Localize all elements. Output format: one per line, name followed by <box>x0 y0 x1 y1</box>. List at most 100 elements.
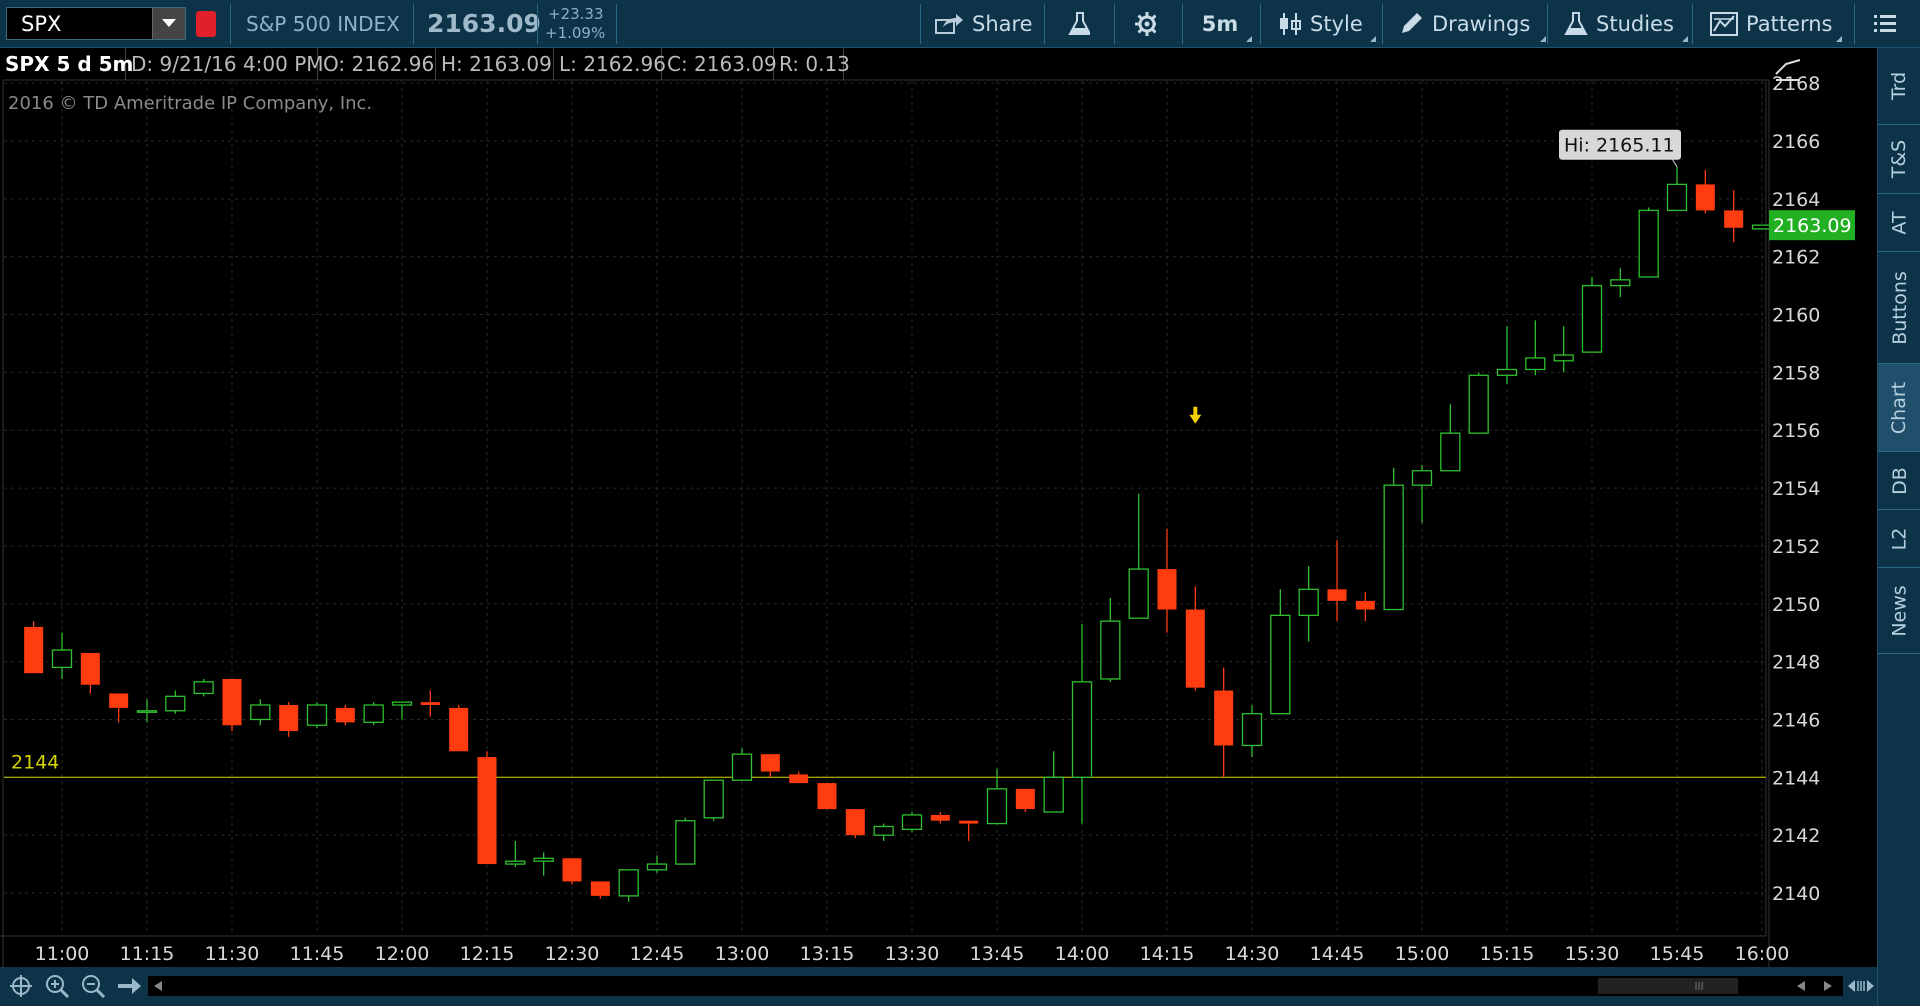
share-button[interactable]: Share <box>934 0 1034 48</box>
candle-body <box>391 701 413 706</box>
toolbar-divider <box>1044 4 1045 44</box>
candle-body <box>306 704 328 726</box>
tab-db[interactable]: DB <box>1878 452 1920 510</box>
bottom-bar <box>0 967 1877 1006</box>
tab-trd[interactable]: Trd <box>1878 48 1920 125</box>
x-tick-label: 14:45 <box>1310 943 1365 965</box>
last-price-tag-label: 2163.09 <box>1773 215 1852 237</box>
candle-body <box>420 702 440 705</box>
alert-badge[interactable] <box>196 11 216 37</box>
y-tick-label: 2160 <box>1772 305 1820 327</box>
tab-label: L2 <box>1888 527 1911 550</box>
candle-body <box>1043 776 1064 813</box>
y-tick-label: 2146 <box>1772 709 1820 731</box>
candle-body <box>533 857 554 862</box>
candle-body <box>646 863 668 871</box>
settings-button[interactable] <box>1134 0 1164 48</box>
last-price-tag <box>1769 210 1855 241</box>
y-tick-label: 2168 <box>1772 73 1820 95</box>
crosshair-button[interactable] <box>8 973 34 999</box>
candle-body <box>1241 713 1263 747</box>
candle-body <box>618 869 639 897</box>
high-label: Hi: 2165.11 <box>1564 135 1675 157</box>
tab-news[interactable]: News <box>1878 568 1920 654</box>
symbol-input[interactable]: SPX <box>6 7 186 40</box>
chart-scrollbar[interactable] <box>148 976 1843 996</box>
tab-label: T&S <box>1888 139 1911 179</box>
grip-icon <box>1695 982 1703 990</box>
gear-icon <box>1135 12 1156 36</box>
candle-body <box>986 788 1008 825</box>
tab-chart[interactable]: Chart <box>1878 364 1920 452</box>
scroll-right-arrow[interactable] <box>1820 978 1836 994</box>
tab-l2[interactable]: L2 <box>1878 510 1920 568</box>
expand-arrows-icon <box>1848 980 1874 992</box>
tab-at[interactable]: AT <box>1878 194 1920 252</box>
zoom-in-button[interactable] <box>44 973 70 999</box>
candle-body <box>760 754 780 772</box>
triangle-right-icon <box>1824 981 1832 991</box>
style-button[interactable]: Style <box>1278 0 1378 48</box>
x-tick-label: 11:45 <box>290 943 345 965</box>
candle-body <box>1440 432 1461 472</box>
symbol-dropdown-button[interactable] <box>152 8 185 39</box>
candle-body <box>1214 690 1234 746</box>
candle-body <box>1581 284 1603 353</box>
tab-label: AT <box>1888 210 1911 235</box>
tab-buttons[interactable]: Buttons <box>1878 252 1920 364</box>
patterns-button[interactable]: Patterns <box>1710 0 1844 48</box>
flask-button[interactable] <box>1068 0 1098 48</box>
candle-body <box>1610 279 1631 287</box>
expression-icon[interactable] <box>1775 59 1801 81</box>
price-chart[interactable]: 2140 2142 2144 2146 2148 2150 2152 2154 2156 2158… <box>0 48 1877 967</box>
chart-symbol-period[interactable]: SPX 5 d 5m <box>0 48 133 80</box>
candle-body <box>1411 470 1433 486</box>
bar-date: D: 9/21/16 4:00 PM <box>126 48 324 80</box>
toolbar-divider <box>1547 4 1548 44</box>
candle-body <box>1157 569 1177 610</box>
candle-body <box>250 704 271 721</box>
copyright-text: 2016 © TD Ameritrade IP Company, Inc. <box>8 93 373 114</box>
scroll-left-arrow[interactable] <box>1793 978 1809 994</box>
candle-body <box>51 649 73 669</box>
timeframe-label: 5m <box>1201 12 1239 36</box>
candle-body <box>1666 183 1688 212</box>
y-tick-label: 2158 <box>1772 362 1820 384</box>
x-tick-label: 12:30 <box>545 943 600 965</box>
flask-icon <box>1564 12 1588 35</box>
expand-button[interactable] <box>1848 976 1874 1000</box>
candle-body <box>703 779 724 819</box>
bar-open: O: 2162.96 <box>318 48 436 80</box>
tab-label: Trd <box>1888 71 1911 101</box>
x-tick-label: 13:30 <box>885 943 940 965</box>
candle-body <box>193 681 214 695</box>
tab-time-and-sales[interactable]: T&S <box>1878 125 1920 194</box>
y-tick-label: 2140 <box>1772 883 1820 905</box>
candle-body <box>24 626 44 674</box>
scroll-thumb[interactable] <box>1598 978 1738 994</box>
x-tick-label: 12:15 <box>460 943 515 965</box>
bar-close: C: 2163.09 <box>662 48 777 80</box>
candle-body <box>109 693 129 708</box>
bar-range: R: 0.13 <box>774 48 850 80</box>
y-tick-label: 2148 <box>1772 652 1820 674</box>
y-tick-label: 2144 <box>1772 767 1820 789</box>
candle-body <box>136 710 158 713</box>
plot-frame <box>2 79 1770 967</box>
scroll-right-button[interactable] <box>116 973 142 999</box>
chevron-down-icon <box>162 19 176 27</box>
timeframe-button[interactable]: 5m <box>1186 0 1254 48</box>
y-tick-label: 2154 <box>1772 478 1820 500</box>
scroll-left-arrow[interactable] <box>150 978 166 994</box>
toolbar-divider <box>1854 4 1855 44</box>
menu-button[interactable] <box>1874 0 1904 48</box>
toolbar-divider <box>1260 4 1261 44</box>
candle-body <box>562 858 582 882</box>
drawings-button[interactable]: Drawings <box>1398 0 1548 48</box>
tab-label: Buttons <box>1888 270 1911 345</box>
event-down-arrow-icon[interactable] <box>1189 406 1202 424</box>
zoom-out-button[interactable] <box>80 973 106 999</box>
candle-body <box>1327 589 1347 601</box>
studies-button[interactable]: Studies <box>1564 0 1690 48</box>
dropdown-corner-icon <box>1370 36 1376 42</box>
